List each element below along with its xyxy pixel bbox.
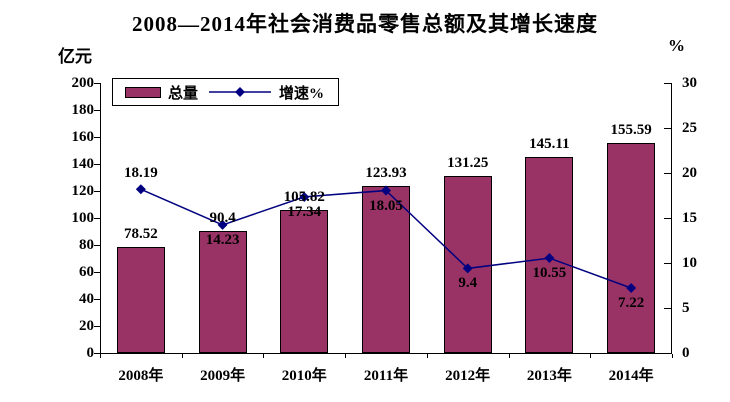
left-axis-tick-label: 40 xyxy=(79,291,94,307)
legend-label-total: 总量 xyxy=(168,85,199,102)
left-axis-tick xyxy=(94,191,100,192)
x-axis-tick xyxy=(345,354,347,358)
bar-value-label: 131.25 xyxy=(447,154,489,171)
right-axis-tick-label: 25 xyxy=(682,120,697,136)
right-axis-tick-label: 20 xyxy=(682,165,697,181)
bar xyxy=(607,143,656,353)
chart-title: 2008—2014年社会消费品零售总额及其增长速度 xyxy=(132,12,598,36)
left-axis-tick xyxy=(94,272,100,273)
left-axis-tick-label: 100 xyxy=(71,210,95,226)
x-axis-category-label: 2011年 xyxy=(363,368,409,384)
growth-value-label: 18.19 xyxy=(124,165,158,182)
left-axis-tick-label: 160 xyxy=(71,129,95,145)
data-point-marker xyxy=(462,263,473,274)
growth-value-label: 14.23 xyxy=(205,231,240,248)
legend-label-growth: 增速% xyxy=(279,85,325,102)
bar xyxy=(280,210,329,353)
growth-line xyxy=(135,184,637,294)
left-axis-tick xyxy=(94,110,100,111)
left-axis-tick xyxy=(94,164,100,165)
bar xyxy=(362,185,410,353)
data-point-marker xyxy=(626,283,637,294)
growth-value-label: 9.4 xyxy=(458,275,478,292)
x-axis-tick xyxy=(508,354,510,358)
right-axis-tick-label: 30 xyxy=(682,75,697,91)
x-axis-category-label: 2008年 xyxy=(118,368,164,384)
left-axis-tick-label: 120 xyxy=(71,183,95,199)
left-axis-tick xyxy=(94,353,100,354)
left-axis-tick xyxy=(94,299,100,300)
x-axis-tick xyxy=(263,354,265,358)
left-axis-line xyxy=(100,83,101,354)
left-axis-tick xyxy=(94,218,100,219)
x-axis-tick xyxy=(672,354,673,358)
data-point-marker xyxy=(381,185,391,196)
left-axis-unit: 亿元 xyxy=(58,47,92,66)
growth-value-label: 18.05 xyxy=(369,197,403,214)
growth-value-label: 7.22 xyxy=(617,295,645,311)
data-point-marker xyxy=(544,253,555,264)
plot-area: 78.52 90.4 105.82 123.93 131.25 145.11 155.59 1… xyxy=(100,83,672,353)
right-axis-tick xyxy=(664,353,671,354)
bar-value-label: 145.11 xyxy=(529,136,570,153)
x-axis-category-label: 2012年 xyxy=(445,368,491,384)
left-axis-tick-label: 200 xyxy=(71,75,95,91)
legend-item-growth: 增速% xyxy=(208,82,324,103)
left-axis-tick xyxy=(94,83,100,84)
right-axis-tick-label: 5 xyxy=(682,300,690,316)
right-axis-tick xyxy=(664,173,671,174)
data-point-marker xyxy=(299,191,310,202)
bar-value-label: 155.59 xyxy=(610,122,652,138)
x-axis-category-label: 2009年 xyxy=(200,368,246,384)
right-axis-tick-label: 0 xyxy=(682,345,690,361)
right-axis-tick xyxy=(664,218,671,219)
right-axis-tick-label: 15 xyxy=(682,210,697,226)
x-axis-tick xyxy=(590,354,592,358)
bar-value-label: 123.93 xyxy=(365,164,407,181)
growth-value-label: 17.34 xyxy=(287,203,322,220)
left-axis-tick xyxy=(94,326,100,327)
x-axis-category-label: 2013年 xyxy=(526,368,572,384)
data-point-marker xyxy=(217,219,228,230)
left-axis-tick-label: 140 xyxy=(71,156,95,172)
x-axis-line xyxy=(100,353,672,354)
left-axis-tick-label: 20 xyxy=(79,318,94,334)
bar-value-label: 105.82 xyxy=(283,189,325,206)
x-axis-category-label: 2010年 xyxy=(281,368,327,384)
x-axis-tick xyxy=(426,354,428,358)
x-axis-tick xyxy=(181,354,183,358)
right-axis-tick xyxy=(664,308,671,309)
left-axis-tick-label: 180 xyxy=(71,102,95,118)
bar xyxy=(198,231,247,353)
bar-value-label: 78.52 xyxy=(124,226,158,242)
left-axis-tick xyxy=(94,245,100,246)
data-point-marker xyxy=(135,184,146,195)
right-axis-tick-label: 10 xyxy=(682,255,697,271)
x-axis-category-label: 2014年 xyxy=(608,368,654,384)
bar-series-swatch xyxy=(125,86,161,98)
bar xyxy=(116,247,165,353)
left-axis-tick xyxy=(94,137,100,138)
right-axis-tick xyxy=(664,263,671,264)
legend: 总量 增速% xyxy=(112,78,340,106)
left-axis-tick-label: 60 xyxy=(79,264,94,280)
right-axis-tick xyxy=(664,83,671,84)
right-axis-tick xyxy=(664,128,671,129)
growth-value-label: 10.55 xyxy=(532,265,567,282)
left-axis-tick-label: 0 xyxy=(86,345,95,361)
bar-value-label: 90.4 xyxy=(209,210,236,226)
left-axis-tick-label: 80 xyxy=(79,237,94,253)
right-axis-unit: % xyxy=(668,36,685,55)
legend-item-total: 总量 xyxy=(125,82,198,103)
right-axis-line xyxy=(671,83,672,354)
line-series-swatch xyxy=(209,87,272,97)
x-axis-tick xyxy=(100,354,101,358)
